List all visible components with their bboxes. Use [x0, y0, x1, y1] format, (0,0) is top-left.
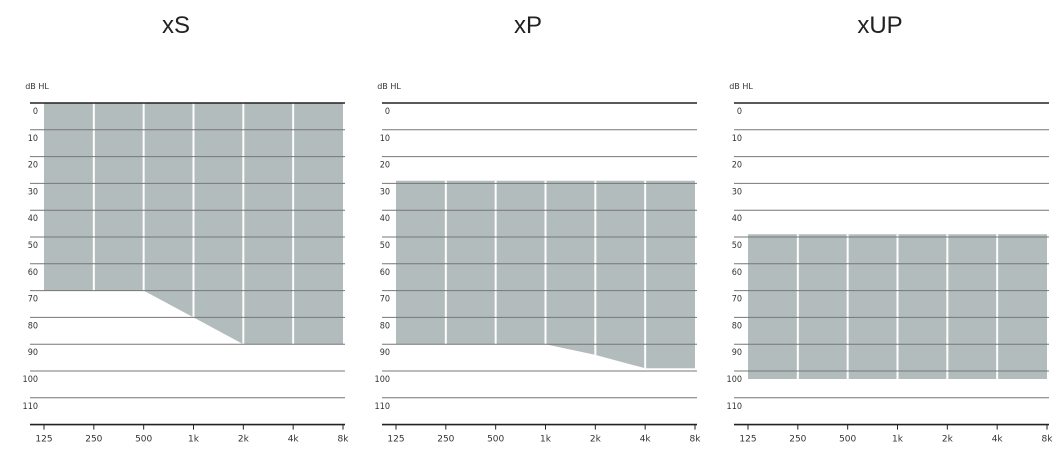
y-tick-label: 90 — [380, 348, 390, 358]
y-tick-label: 30 — [28, 187, 38, 197]
y-tick-label: 30 — [732, 187, 742, 197]
audiogram-chart: dB HL 0 10 20 30 40 50 60 70 80 90 100 110 125 250 500 1… — [23, 82, 350, 445]
x-tick-label: 8k — [1042, 435, 1054, 445]
chart-title: xUP — [857, 12, 903, 39]
y-tick-label: 60 — [380, 268, 390, 278]
y-tick-label: 10 — [380, 134, 390, 144]
y-tick-label: 100 — [727, 375, 742, 385]
y-tick-label: 70 — [732, 295, 742, 305]
audiogram-panel-xs: xS dB HL 0 10 20 30 40 50 60 70 80 90 100 110 125 250 5… — [0, 0, 352, 466]
audiogram-chart: dB HL 0 10 20 30 40 50 60 70 80 90 100 110 125 250 500 1… — [727, 82, 1054, 445]
chart-title: xS — [161, 12, 190, 39]
y-tick-label: 80 — [380, 321, 390, 331]
x-tick-label: 8k — [690, 435, 702, 445]
audiogram-panel-xup: xUP dB HL 0 10 20 30 40 50 60 70 80 90 100 110 125 250… — [704, 0, 1056, 466]
x-tick-label: 1k — [540, 435, 552, 445]
y-tick-label: 110 — [375, 402, 390, 412]
y-tick-label: 60 — [732, 268, 742, 278]
y-tick-label: 80 — [28, 321, 38, 331]
x-tick-label: 500 — [487, 435, 504, 445]
y-tick-label: 50 — [380, 241, 390, 251]
y-tick-label: 10 — [732, 134, 742, 144]
y-tick-label: 110 — [727, 402, 742, 412]
y-tick-label: 40 — [28, 214, 38, 224]
y-tick-label: 70 — [380, 295, 390, 305]
x-tick-label: 2k — [590, 435, 602, 445]
x-tick-label: 8k — [338, 435, 350, 445]
y-tick-label: 20 — [28, 161, 38, 171]
y-tick-label: 90 — [732, 348, 742, 358]
x-tick-label: 125 — [35, 435, 52, 445]
y-tick-label: 100 — [375, 375, 390, 385]
y-tick-label: 110 — [23, 402, 38, 412]
y-tick-label: 20 — [380, 161, 390, 171]
x-tick-label: 4k — [992, 435, 1004, 445]
y-tick-label: 60 — [28, 268, 38, 278]
x-tick-label: 500 — [135, 435, 152, 445]
x-tick-label: 250 — [85, 435, 102, 445]
x-tick-label: 125 — [739, 435, 756, 445]
y-tick-label: 10 — [28, 134, 38, 144]
y-axis-label: dB HL — [729, 82, 753, 91]
x-tick-label: 2k — [238, 435, 250, 445]
x-tick-label: 2k — [942, 435, 954, 445]
y-tick-label: 0 — [385, 107, 390, 117]
y-tick-label: 0 — [33, 107, 38, 117]
y-tick-label: 80 — [732, 321, 742, 331]
audiogram-panel-xp: xP dB HL 0 10 20 30 40 50 60 70 80 90 100 110 125 250 5… — [352, 0, 704, 466]
y-tick-label: 20 — [732, 161, 742, 171]
x-tick-label: 250 — [789, 435, 806, 445]
y-tick-label: 0 — [737, 107, 742, 117]
y-tick-label: 30 — [380, 187, 390, 197]
x-tick-label: 1k — [892, 435, 904, 445]
y-axis-label: dB HL — [25, 82, 49, 91]
chart-title: xP — [513, 12, 542, 39]
y-tick-label: 90 — [28, 348, 38, 358]
audiogram-chart: dB HL 0 10 20 30 40 50 60 70 80 90 100 110 125 250 500 1… — [375, 82, 702, 445]
x-tick-label: 4k — [288, 435, 300, 445]
y-axis-label: dB HL — [377, 82, 401, 91]
x-tick-label: 125 — [387, 435, 404, 445]
y-tick-label: 50 — [732, 241, 742, 251]
y-tick-label: 40 — [732, 214, 742, 224]
x-tick-label: 500 — [839, 435, 856, 445]
x-tick-label: 250 — [437, 435, 454, 445]
x-tick-label: 4k — [640, 435, 652, 445]
y-tick-label: 50 — [28, 241, 38, 251]
x-tick-label: 1k — [188, 435, 200, 445]
y-tick-label: 40 — [380, 214, 390, 224]
y-tick-label: 100 — [23, 375, 38, 385]
y-tick-label: 70 — [28, 295, 38, 305]
